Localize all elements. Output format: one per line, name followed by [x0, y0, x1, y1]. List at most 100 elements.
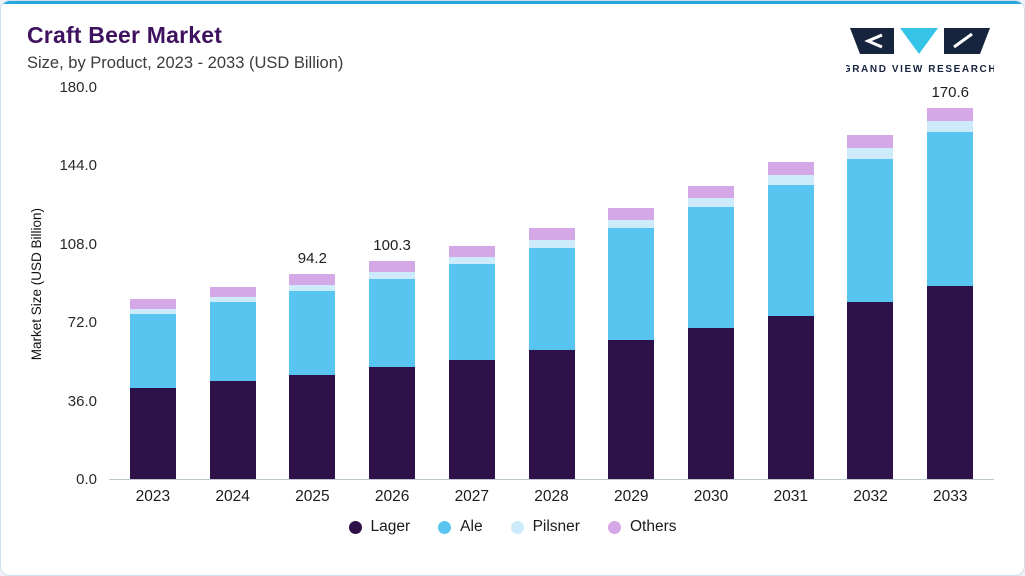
- bar-segment-pilsner: [369, 272, 416, 279]
- y-tick-label: 72.0: [67, 314, 97, 332]
- stacked-bar: [847, 134, 894, 479]
- bar-segment-pilsner: [847, 148, 894, 159]
- bar-segment-others: [927, 108, 974, 122]
- bar-segment-pilsner: [448, 256, 495, 264]
- y-tick-strip: 0.0 36.0 72.0 108.0 144.0 180.0: [49, 79, 109, 488]
- bar-group: [432, 88, 512, 479]
- bar-segment-pilsner: [528, 239, 575, 248]
- y-axis-title-strip: Market Size (USD Billion): [23, 88, 49, 480]
- bar-segment-pilsner: [129, 308, 176, 314]
- x-axis-label: 2027: [454, 488, 490, 505]
- legend-swatch: [438, 520, 452, 534]
- legend: Lager Ale Pilsner Others: [1, 518, 1024, 536]
- x-axis-label: 2033: [932, 488, 968, 505]
- bar-segment-others: [129, 298, 176, 309]
- legend-item-pilsner: Pilsner: [510, 518, 580, 536]
- stacked-bar: [608, 207, 655, 479]
- x-axis-label: 2029: [614, 488, 649, 505]
- legend-swatch: [607, 520, 621, 534]
- bar-segment-others: [289, 274, 336, 285]
- legend-label: Others: [629, 518, 677, 535]
- bar-segment-pilsner: [688, 198, 734, 208]
- bar-segment-pilsner: [767, 174, 814, 185]
- top-accent-line: [1, 1, 1024, 4]
- stacked-bar: [448, 245, 495, 479]
- bar-segment-ale: [369, 278, 416, 368]
- y-tick-label: 36.0: [67, 392, 97, 410]
- bar-group: [591, 88, 671, 479]
- bar-segment-lager: [209, 381, 256, 479]
- x-labels-row: 2023 2024 2025 2026 2027 2028 2029 2030 2031 2032…: [109, 480, 994, 514]
- chart-title: Craft Beer Market: [27, 22, 223, 48]
- y-tick-label: 180.0: [59, 79, 97, 96]
- bar-group: [751, 88, 831, 479]
- bar-segment-others: [688, 185, 734, 199]
- legend-item-lager: Lager: [348, 518, 410, 536]
- header: Craft Beer Market Size, by Product, 2023…: [1, 4, 1024, 76]
- stacked-bar: [369, 261, 416, 479]
- bar-group: 100.3: [352, 88, 432, 479]
- logo: GRAND VIEW RESEARCH: [844, 26, 996, 76]
- bar-segment-lager: [448, 359, 495, 479]
- bar-segment-ale: [927, 132, 974, 286]
- legend-swatch: [510, 520, 524, 534]
- legend-item-ale: Ale: [438, 518, 483, 536]
- bar-value-label: 170.6: [931, 84, 969, 102]
- y-tick-label: 108.0: [59, 235, 97, 253]
- bar-segment-others: [448, 245, 495, 257]
- bar-segment-ale: [448, 263, 495, 360]
- bar-segment-ale: [847, 158, 894, 302]
- bar-segment-lager: [847, 301, 894, 479]
- bar-value-label: 94.2: [297, 250, 327, 268]
- bar-segment-lager: [927, 285, 974, 479]
- stacked-bar: [129, 298, 176, 479]
- x-axis-label: 2025: [295, 488, 330, 505]
- bar-group: [831, 88, 911, 479]
- stacked-bar: [927, 108, 974, 479]
- bar-segment-others: [608, 207, 655, 220]
- x-axis-label: 2032: [853, 488, 888, 505]
- bars-row: 94.2 100.3 170.6: [109, 84, 994, 479]
- bar-value-label: 100.3: [373, 237, 411, 255]
- x-axis-label: 2024: [215, 488, 250, 505]
- logo-wordmark: GRAND VIEW RESEARCH: [846, 64, 994, 75]
- stacked-bar: [289, 274, 336, 479]
- bar-group: [671, 88, 751, 479]
- bar-segment-ale: [528, 247, 575, 350]
- bar-group: [113, 88, 193, 479]
- stacked-bar: [767, 161, 814, 479]
- bar-segment-pilsner: [608, 219, 655, 229]
- bar-segment-ale: [209, 302, 256, 382]
- bar-segment-pilsner: [209, 296, 256, 303]
- logo-mark: GRAND VIEW RESEARCH: [846, 28, 994, 75]
- y-tick-label: 144.0: [59, 157, 97, 175]
- bar-segment-others: [847, 134, 894, 149]
- stacked-bar: [688, 185, 734, 479]
- chart-region: Market Size (USD Billion) 0.0 36.0 72.0 108…: [23, 79, 994, 514]
- title-block: Craft Beer Market Size, by Product, 2023…: [27, 22, 343, 73]
- bar-group: [512, 88, 592, 479]
- bar-segment-lager: [688, 328, 734, 479]
- x-axis-label: 2026: [374, 488, 410, 505]
- bar-segment-others: [767, 161, 814, 175]
- bar-group: 170.6: [910, 84, 990, 479]
- x-axis-label: 2031: [773, 488, 808, 505]
- legend-swatch: [348, 520, 362, 534]
- chart-subtitle: Size, by Product, 2023 - 2033 (USD Billi…: [27, 54, 344, 72]
- legend-item-others: Others: [607, 518, 677, 536]
- bar-segment-others: [528, 228, 575, 240]
- x-axis-label: 2023: [135, 488, 171, 505]
- stacked-bar: [209, 286, 256, 479]
- legend-label: Pilsner: [532, 518, 580, 535]
- plot-area: 94.2 100.3 170.6: [109, 84, 994, 480]
- bar-segment-lager: [767, 316, 814, 479]
- x-axis-label: 2030: [693, 488, 729, 505]
- bar-segment-others: [209, 286, 256, 297]
- bar-segment-ale: [289, 291, 336, 375]
- stacked-bar: [528, 228, 575, 479]
- y-axis-title: Market Size (USD Billion): [28, 207, 44, 361]
- bar-segment-ale: [129, 313, 176, 388]
- legend-label: Ale: [460, 518, 483, 535]
- bar-segment-lager: [369, 367, 416, 479]
